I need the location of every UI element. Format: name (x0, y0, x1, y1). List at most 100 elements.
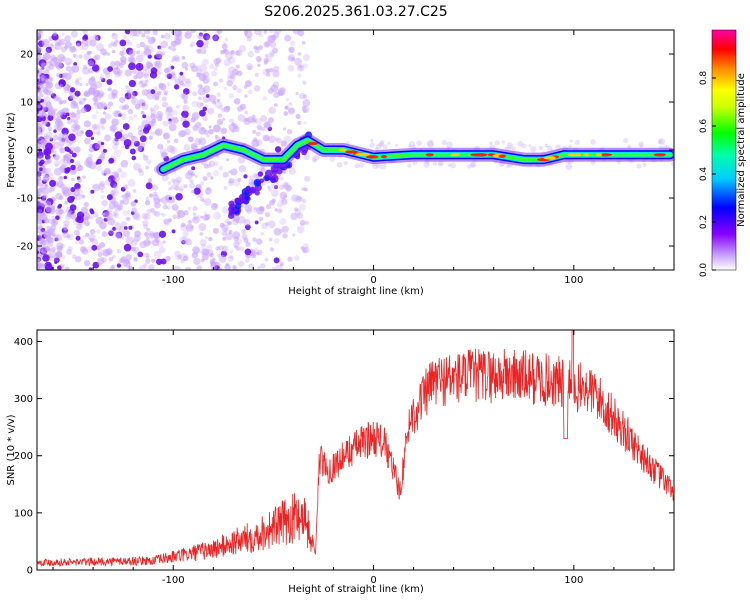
noise-blob (189, 182, 195, 189)
noise-blob (302, 108, 307, 113)
noise-blob (180, 222, 186, 228)
y-tick-label: -20 (17, 242, 33, 253)
noise-blob (58, 79, 66, 87)
noise-blob (46, 240, 54, 248)
noise-blob (188, 178, 193, 183)
noise-blob (296, 212, 304, 220)
noise-blob (37, 30, 42, 37)
noise-blob (66, 234, 71, 239)
noise-blob (69, 204, 77, 211)
noise-blob (160, 151, 168, 159)
noise-blob (226, 79, 234, 87)
noise-blob (302, 99, 311, 107)
noise-blob (184, 78, 191, 85)
noise-blob (96, 43, 104, 52)
noise-blob (234, 71, 238, 76)
noise-blob (89, 237, 94, 242)
noise-blob (128, 115, 134, 121)
colorbar-label: Normalized spectral amplitude (736, 73, 747, 227)
noise-blob (84, 216, 89, 221)
noise-blob (230, 168, 238, 176)
noise-blob (279, 261, 284, 266)
noise-blob (128, 79, 137, 88)
noise-blob (104, 113, 112, 120)
noise-blob (111, 211, 117, 217)
noise-blob (267, 34, 276, 43)
noise-blob (37, 175, 42, 183)
noise-blob (149, 107, 155, 112)
noise-blob (269, 30, 274, 34)
faint-blob (379, 162, 387, 170)
noise-blob (117, 204, 124, 211)
noise-blob (62, 231, 69, 238)
noise-blob (37, 258, 41, 263)
noise-blob (153, 197, 161, 205)
noise-blob (124, 193, 130, 199)
noise-blob (158, 46, 163, 51)
noise-blob (160, 34, 165, 39)
noise-blob (229, 50, 236, 56)
diagonal-blob (249, 186, 256, 194)
noise-blob (76, 109, 82, 115)
noise-blob (251, 114, 256, 119)
noise-blob (170, 72, 176, 79)
noise-blob (158, 83, 167, 91)
noise-blob (229, 73, 236, 80)
noise-blob (112, 227, 116, 231)
noise-blob (82, 39, 89, 46)
noise-blob (183, 88, 190, 95)
noise-blob (208, 160, 216, 167)
noise-blob (141, 119, 149, 127)
noise-blob (51, 33, 59, 41)
noise-blob (65, 214, 71, 220)
noise-blob (71, 177, 75, 182)
noise-blob (40, 138, 47, 145)
snr-data (37, 330, 674, 568)
faint-blob (590, 138, 596, 145)
noise-blob (67, 233, 74, 241)
noise-blob (184, 171, 193, 180)
noise-blob (215, 246, 221, 251)
noise-blob (223, 86, 228, 91)
diagonal-blob (301, 149, 307, 156)
faint-blob (501, 140, 505, 144)
noise-blob (255, 117, 262, 125)
noise-blob (264, 211, 271, 218)
noise-blob (74, 183, 81, 190)
noise-blob (193, 216, 198, 221)
hot-spot (599, 153, 613, 157)
noise-blob (236, 246, 241, 251)
noise-blob (163, 32, 171, 40)
noise-blob (143, 231, 149, 237)
noise-blob (238, 165, 247, 173)
noise-blob (291, 194, 299, 202)
noise-blob (292, 30, 300, 35)
noise-blob (259, 166, 265, 172)
noise-blob (104, 134, 111, 142)
faint-blob (636, 163, 642, 169)
noise-blob (219, 222, 225, 228)
noise-blob (142, 114, 147, 119)
noise-blob (114, 60, 121, 67)
noise-blob (302, 248, 306, 253)
noise-blob (287, 256, 293, 262)
noise-blob (62, 191, 67, 196)
noise-blob (101, 170, 108, 177)
faint-blob (568, 144, 573, 149)
noise-blob (125, 254, 132, 261)
colorbar-tick-label: 0.4 (699, 167, 709, 182)
noise-blob (51, 246, 56, 252)
noise-blob (287, 107, 295, 115)
noise-blob (252, 207, 258, 213)
noise-blob (115, 231, 123, 239)
noise-blob (107, 66, 114, 72)
noise-blob (70, 112, 77, 118)
noise-blob (157, 45, 162, 50)
hot-spot (547, 156, 556, 160)
noise-blob (122, 133, 128, 140)
noise-blob (153, 250, 162, 259)
noise-blob (254, 72, 259, 77)
faint-blob (544, 143, 549, 148)
faint-blob (369, 142, 375, 148)
diagonal-blob (269, 176, 276, 183)
